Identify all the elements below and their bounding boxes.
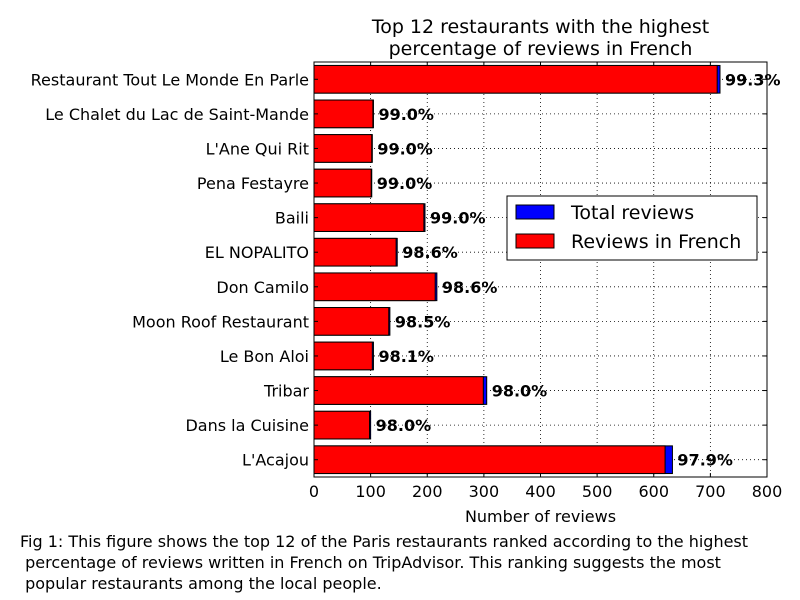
y-tick-label: Moon Roof Restaurant bbox=[132, 312, 309, 331]
x-tick-label: 700 bbox=[695, 482, 726, 501]
bar-reviews-in-french bbox=[313, 237, 397, 267]
x-tick-label: 100 bbox=[355, 482, 386, 501]
bar-reviews-in-french bbox=[313, 272, 436, 302]
y-tick-label: EL NOPALITO bbox=[205, 243, 309, 262]
bar-reviews-in-french bbox=[313, 376, 484, 405]
x-tick-label: 500 bbox=[582, 482, 613, 501]
bar-data-label: 97.9% bbox=[677, 451, 733, 470]
y-tick-label: Tribar bbox=[263, 382, 309, 401]
bar-reviews-in-french bbox=[313, 410, 370, 440]
x-tick-label: 800 bbox=[752, 482, 783, 501]
bar-reviews-in-french bbox=[313, 168, 372, 198]
y-tick-label: L'Acajou bbox=[242, 451, 309, 470]
bar-data-label: 99.0% bbox=[377, 174, 433, 193]
bar-data-label: 98.0% bbox=[492, 382, 548, 401]
x-tick-label: 200 bbox=[412, 482, 443, 501]
bar-data-label: 98.6% bbox=[402, 243, 458, 262]
y-tick-label: Le Bon Aloi bbox=[220, 347, 309, 366]
bar-data-label: 99.0% bbox=[430, 209, 486, 228]
y-tick-label: Le Chalet du Lac de Saint-Mande bbox=[45, 105, 309, 124]
chart-title: Top 12 restaurants with the highest perce… bbox=[371, 16, 709, 60]
bar-reviews-in-french bbox=[313, 445, 666, 475]
y-tick-label: Baili bbox=[275, 209, 309, 228]
y-tick-labels: Restaurant Tout Le Monde En Parle Le Chal… bbox=[31, 70, 310, 469]
bar-data-label: 98.5% bbox=[395, 312, 451, 331]
axis-ticks bbox=[313, 62, 768, 477]
bar-data-label: 99.0% bbox=[377, 139, 433, 158]
figure-caption: Fig 1: This figure shows the top 12 of t… bbox=[20, 532, 749, 593]
x-tick-label: 400 bbox=[525, 482, 556, 501]
chart: Top 12 restaurants with the highest perce… bbox=[31, 16, 783, 526]
bar-reviews-in-french bbox=[313, 99, 374, 129]
y-tick-label: Don Camilo bbox=[216, 278, 309, 297]
bar-reviews-in-french bbox=[313, 341, 373, 371]
x-tick-label: 0 bbox=[309, 482, 319, 501]
y-tick-label: Pena Festayre bbox=[197, 174, 309, 193]
legend-label: Reviews in French bbox=[571, 231, 741, 253]
bar-reviews-in-french bbox=[313, 134, 373, 163]
grid bbox=[314, 62, 767, 477]
bars bbox=[313, 64, 721, 475]
legend-label: Total reviews bbox=[570, 202, 694, 224]
x-tick-labels: 0 100 200 300 400 500 600 700 800 bbox=[309, 482, 782, 501]
x-tick-label: 300 bbox=[469, 482, 500, 501]
bar-reviews-in-french bbox=[313, 203, 425, 232]
legend-swatch bbox=[515, 233, 555, 249]
bar-data-label: 98.0% bbox=[376, 416, 432, 435]
bar-reviews-in-french bbox=[313, 64, 718, 94]
x-axis-label: Number of reviews bbox=[465, 507, 616, 526]
legend: Total reviews Reviews in French bbox=[506, 195, 758, 261]
y-tick-label: Dans la Cuisine bbox=[185, 416, 309, 435]
x-tick-label: 600 bbox=[638, 482, 669, 501]
bar-reviews-in-french bbox=[313, 307, 390, 336]
y-tick-label: L'Ane Qui Rit bbox=[206, 139, 309, 158]
bar-data-label: 98.1% bbox=[378, 347, 434, 366]
legend-swatch bbox=[515, 204, 555, 220]
y-tick-label: Restaurant Tout Le Monde En Parle bbox=[31, 70, 309, 89]
data-labels: 99.3% 99.0% 99.0% 99.0% 99.0% 98.6% 98.6% 98.5%… bbox=[376, 70, 781, 469]
bar-data-label: 98.6% bbox=[442, 278, 498, 297]
bar-data-label: 99.0% bbox=[378, 105, 434, 124]
bar-data-label: 99.3% bbox=[725, 70, 781, 89]
